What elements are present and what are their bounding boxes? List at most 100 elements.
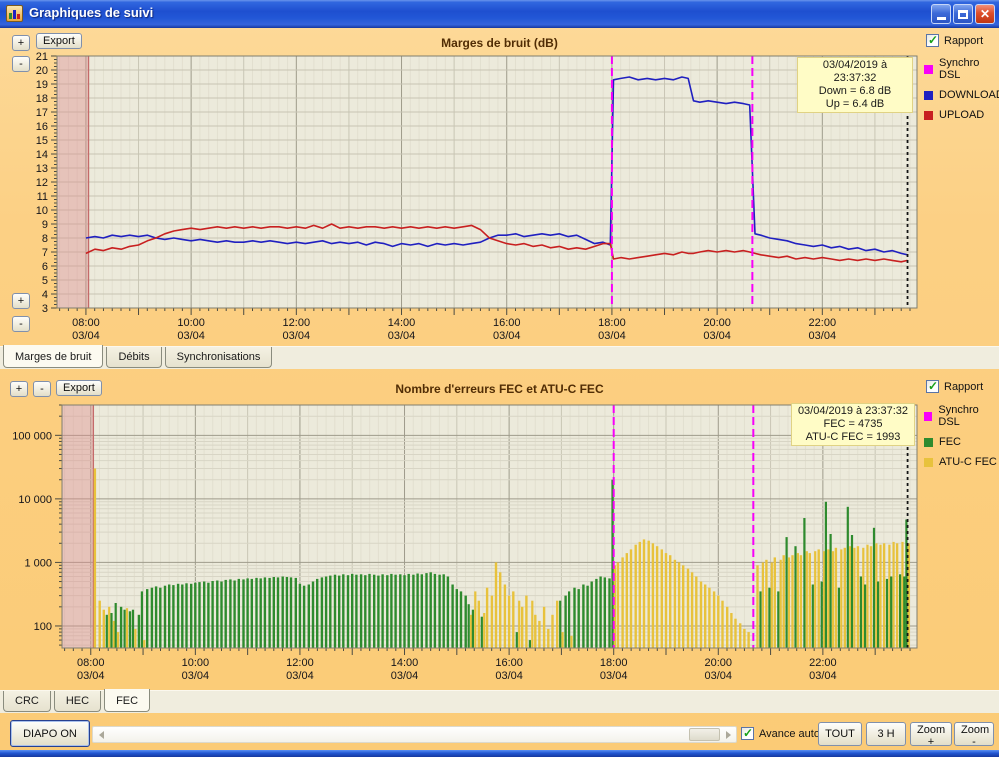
svg-text:12:00: 12:00 [283,317,311,329]
fec-zoom-out-button[interactable]: - [33,381,51,397]
maximize-icon[interactable] [953,4,973,24]
svg-text:08:00: 08:00 [72,317,100,329]
timeline-scrollbar[interactable] [92,726,737,743]
svg-text:1 000: 1 000 [24,557,52,569]
svg-text:03/04: 03/04 [283,330,311,342]
svg-text:15: 15 [36,135,48,147]
tab-hec[interactable]: HEC [53,691,102,712]
svg-text:13: 13 [36,163,48,175]
svg-text:14:00: 14:00 [391,657,419,669]
legend-label: UPLOAD [939,109,985,121]
svg-text:08:00: 08:00 [77,657,105,669]
svg-text:12:00: 12:00 [286,657,314,669]
svg-text:10:00: 10:00 [177,317,205,329]
legend-item-synchro-dsl: Synchro DSL [924,404,999,428]
legend-swatch-icon [924,411,933,421]
tooltip-up-value: Up = 6.4 dB [825,98,885,110]
svg-text:18:00: 18:00 [600,657,628,669]
svg-text:03/04: 03/04 [286,670,314,682]
checkbox-box: ✓ [926,33,939,47]
noise-tooltip: 03/04/2019 à 23:37:32 Down = 6.8 dB Up =… [797,57,913,113]
legend-swatch-icon [924,90,933,100]
noise-zoom-out-button[interactable]: - [12,56,30,72]
right-triangle-icon [725,730,731,739]
fec-export-button[interactable]: Export [56,380,102,396]
svg-text:19: 19 [36,79,48,91]
svg-text:03/04: 03/04 [703,330,731,342]
minimize-glyph [936,17,946,20]
svg-text:03/04: 03/04 [77,670,105,682]
noise-export-button[interactable]: Export [36,33,82,49]
svg-text:100: 100 [34,621,52,633]
maximize-glyph [958,9,968,19]
svg-text:03/04: 03/04 [388,330,416,342]
noise-axis-up-button[interactable]: + [12,293,30,309]
app-icon [6,5,23,22]
legend-swatch-icon [924,64,933,74]
svg-text:03/04: 03/04 [809,670,837,682]
svg-text:03/04: 03/04 [495,670,523,682]
svg-text:10: 10 [36,205,48,217]
noise-margin-plot[interactable]: 345678910111213141516171819202108:0003/0… [0,30,999,346]
noise-chart-title: Marges de bruit (dB) [441,36,558,50]
tab-fec[interactable]: FEC [104,689,151,712]
svg-text:18:00: 18:00 [598,317,626,329]
svg-text:20:00: 20:00 [703,317,731,329]
diapo-button[interactable]: DIAPO ON [10,720,90,747]
fec-zoom-in-button[interactable]: + [10,381,28,397]
checkbox-label: Rapport [944,34,984,47]
checkbox-box: ✓ [741,726,754,740]
zoom-minus-button[interactable]: Zoom - [954,722,994,748]
zoom-plus-button[interactable]: Zoom + [910,722,952,748]
tout-button[interactable]: TOUT [818,722,862,746]
svg-text:03/04: 03/04 [72,330,100,342]
svg-text:100 000: 100 000 [12,430,52,442]
close-icon[interactable]: ✕ [975,4,995,24]
range-3h-button[interactable]: 3 H [866,722,906,746]
svg-text:16:00: 16:00 [493,317,521,329]
svg-text:03/04: 03/04 [177,330,205,342]
legend-swatch-icon [924,437,933,447]
app-icon-bar [9,13,12,19]
tab-crc[interactable]: CRC [3,691,51,712]
legend-label: FEC [939,436,961,448]
tooltip-atuc-fec-value: ATU-C FEC = 1993 [805,431,901,443]
noise-axis-down-button[interactable]: - [12,316,30,332]
legend-swatch-icon [924,110,933,120]
tab-synchronisations[interactable]: Synchronisations [164,347,273,368]
svg-text:14: 14 [36,149,48,161]
window-title: Graphiques de suivi [29,5,154,20]
avance-auto-checkbox[interactable]: ✓ Avance auto [741,726,820,740]
tab-marges-de-bruit[interactable]: Marges de bruit [3,345,104,368]
svg-text:7: 7 [42,247,48,259]
svg-text:22:00: 22:00 [809,317,837,329]
check-icon: ✓ [743,726,754,740]
svg-text:03/04: 03/04 [598,330,626,342]
legend-item-download: DOWNLOAD [924,89,999,101]
left-triangle-icon [98,730,104,739]
noise-rapport-checkbox[interactable]: ✓ Rapport [926,33,984,47]
svg-text:21: 21 [36,51,48,63]
tab-d-bits[interactable]: Débits [106,347,162,368]
tooltip-timestamp: 03/04/2019 à 23:37:32 [797,405,909,417]
svg-text:18: 18 [36,93,48,105]
svg-text:5: 5 [42,275,48,287]
svg-text:14:00: 14:00 [388,317,416,329]
check-icon: ✓ [928,379,939,393]
svg-text:6: 6 [42,261,48,273]
legend-label: Synchro DSL [938,404,979,428]
svg-text:3: 3 [42,303,48,315]
scrollbar-thumb[interactable] [689,728,720,741]
close-glyph: ✕ [979,7,991,21]
svg-text:22:00: 22:00 [809,657,837,669]
legend-swatch-icon [924,457,933,467]
title-bar: Graphiques de suivi ✕ [0,0,999,28]
noise-zoom-in-button[interactable]: + [12,35,30,51]
minimize-icon[interactable] [931,4,951,24]
scrollbar-right-arrow-icon[interactable] [720,727,736,742]
scrollbar-left-arrow-icon[interactable] [93,727,109,742]
app-icon-bar [17,14,20,19]
fec-rapport-checkbox[interactable]: ✓ Rapport [926,379,983,393]
svg-text:03/04: 03/04 [809,330,837,342]
